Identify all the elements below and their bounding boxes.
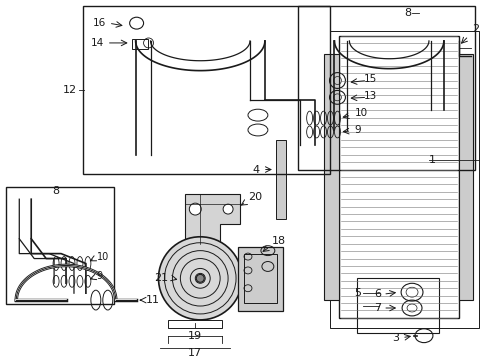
Bar xyxy=(340,36,459,318)
Bar xyxy=(276,140,286,219)
Text: 7: 7 xyxy=(374,303,381,313)
Text: 10: 10 xyxy=(354,108,368,118)
Text: 4: 4 xyxy=(253,165,260,175)
Text: 15: 15 xyxy=(364,73,377,84)
Text: 11: 11 xyxy=(146,295,160,305)
Text: 3: 3 xyxy=(392,333,399,343)
Text: 1: 1 xyxy=(429,155,436,165)
Bar xyxy=(298,6,475,170)
Text: 9: 9 xyxy=(97,271,103,282)
Bar xyxy=(132,39,147,49)
Bar xyxy=(357,278,439,333)
Bar xyxy=(169,320,222,328)
Text: 20: 20 xyxy=(248,192,262,202)
Circle shape xyxy=(189,203,201,215)
Text: 13: 13 xyxy=(364,91,377,102)
Text: 17: 17 xyxy=(188,347,202,357)
Text: 16: 16 xyxy=(93,18,106,28)
Polygon shape xyxy=(185,194,240,244)
Text: 5: 5 xyxy=(354,288,361,298)
Bar xyxy=(238,247,283,311)
Circle shape xyxy=(196,274,204,282)
Text: 18: 18 xyxy=(272,236,286,246)
Text: 8: 8 xyxy=(404,8,411,18)
Text: 8: 8 xyxy=(52,186,60,196)
Text: 2: 2 xyxy=(472,24,479,34)
Text: 21: 21 xyxy=(154,273,169,283)
Bar xyxy=(83,6,329,175)
Circle shape xyxy=(223,204,233,214)
Bar xyxy=(329,31,479,328)
Text: 14: 14 xyxy=(91,38,104,48)
Text: 12: 12 xyxy=(63,85,77,95)
Bar xyxy=(6,187,114,304)
Text: 9: 9 xyxy=(354,125,361,135)
Bar xyxy=(244,253,277,303)
Text: 19: 19 xyxy=(188,331,202,341)
Text: 10: 10 xyxy=(97,252,109,262)
Text: 6: 6 xyxy=(374,289,381,299)
Bar xyxy=(323,54,340,300)
Bar xyxy=(459,54,473,300)
Circle shape xyxy=(158,237,242,320)
